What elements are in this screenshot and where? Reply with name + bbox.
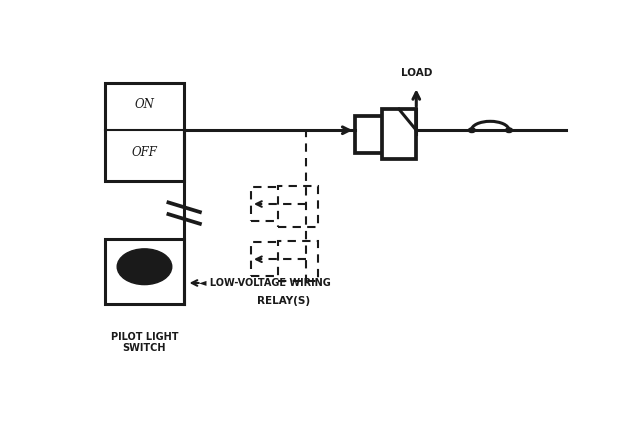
Text: RELAY(S): RELAY(S) (257, 296, 310, 306)
Circle shape (468, 128, 476, 133)
Text: LOAD: LOAD (401, 68, 432, 78)
Bar (278, 241, 318, 281)
Bar (381, 109, 416, 160)
Bar (355, 116, 388, 153)
Text: OFF: OFF (132, 146, 157, 160)
Bar (278, 186, 318, 227)
Bar (251, 187, 284, 221)
Circle shape (506, 128, 513, 133)
Bar (251, 242, 284, 276)
Circle shape (117, 249, 172, 284)
Bar (105, 83, 184, 181)
Text: ON: ON (134, 98, 154, 111)
Bar (105, 239, 184, 304)
Text: ◄ LOW-VOLTAGE WIRING: ◄ LOW-VOLTAGE WIRING (199, 278, 331, 288)
Text: PILOT LIGHT
SWITCH: PILOT LIGHT SWITCH (111, 332, 178, 353)
